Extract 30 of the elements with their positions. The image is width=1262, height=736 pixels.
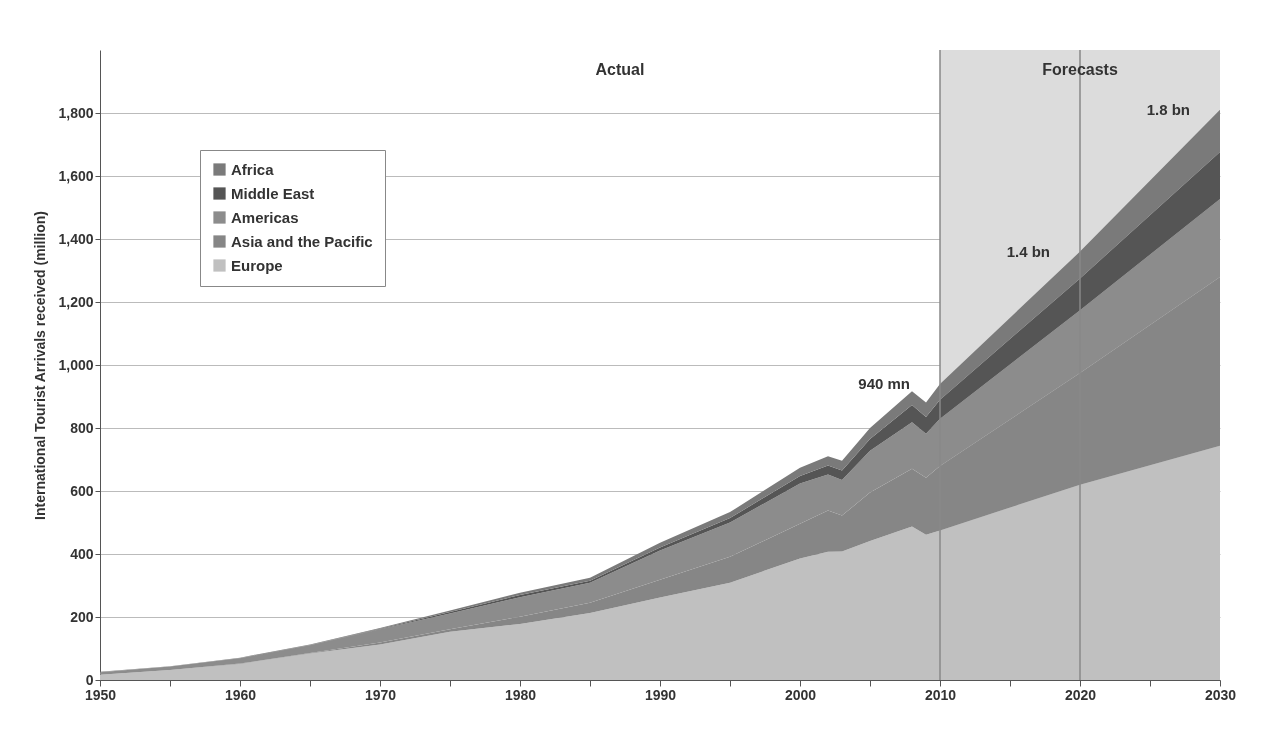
- annotation: Actual: [595, 61, 645, 78]
- legend-label: Africa: [231, 160, 275, 178]
- y-tick-label: 1,200: [58, 293, 94, 310]
- annotation: 940 mn: [858, 374, 910, 392]
- y-tick-label: 1,600: [58, 167, 94, 184]
- x-tick-label: 1970: [364, 686, 397, 703]
- annotation: 1.4 bn: [1006, 242, 1050, 260]
- legend-label: Americas: [231, 208, 299, 226]
- y-axis-title: International Tourist Arrivals received (million): [32, 211, 49, 520]
- x-tick-label: 1950: [84, 686, 117, 703]
- x-tick-label: 1960: [224, 686, 257, 703]
- y-tick-label: 1,800: [58, 104, 94, 121]
- x-tick-label: 2010: [924, 686, 957, 703]
- y-tick-label: 600: [70, 482, 94, 499]
- y-tick-label: 0: [85, 671, 94, 688]
- x-tick-label: 2030: [1204, 686, 1237, 703]
- x-tick-label: 2020: [1064, 686, 1097, 703]
- x-tick-label: 1980: [504, 686, 537, 703]
- x-tick-label: 2000: [784, 686, 817, 703]
- y-tick-label: 800: [70, 419, 94, 436]
- y-tick-label: 200: [70, 608, 94, 625]
- y-tick-label: 1,000: [58, 356, 94, 373]
- x-tick-label: 1990: [644, 686, 677, 703]
- legend-label: Europe: [231, 256, 283, 274]
- y-tick-label: 400: [70, 545, 94, 562]
- legend-label: Middle East: [231, 184, 315, 202]
- legend-label: Asia and the Pacific: [231, 232, 373, 250]
- band-label: Forecasts: [1042, 61, 1118, 78]
- annotation: 1.8 bn: [1146, 101, 1190, 119]
- y-tick-label: 1,400: [58, 230, 94, 247]
